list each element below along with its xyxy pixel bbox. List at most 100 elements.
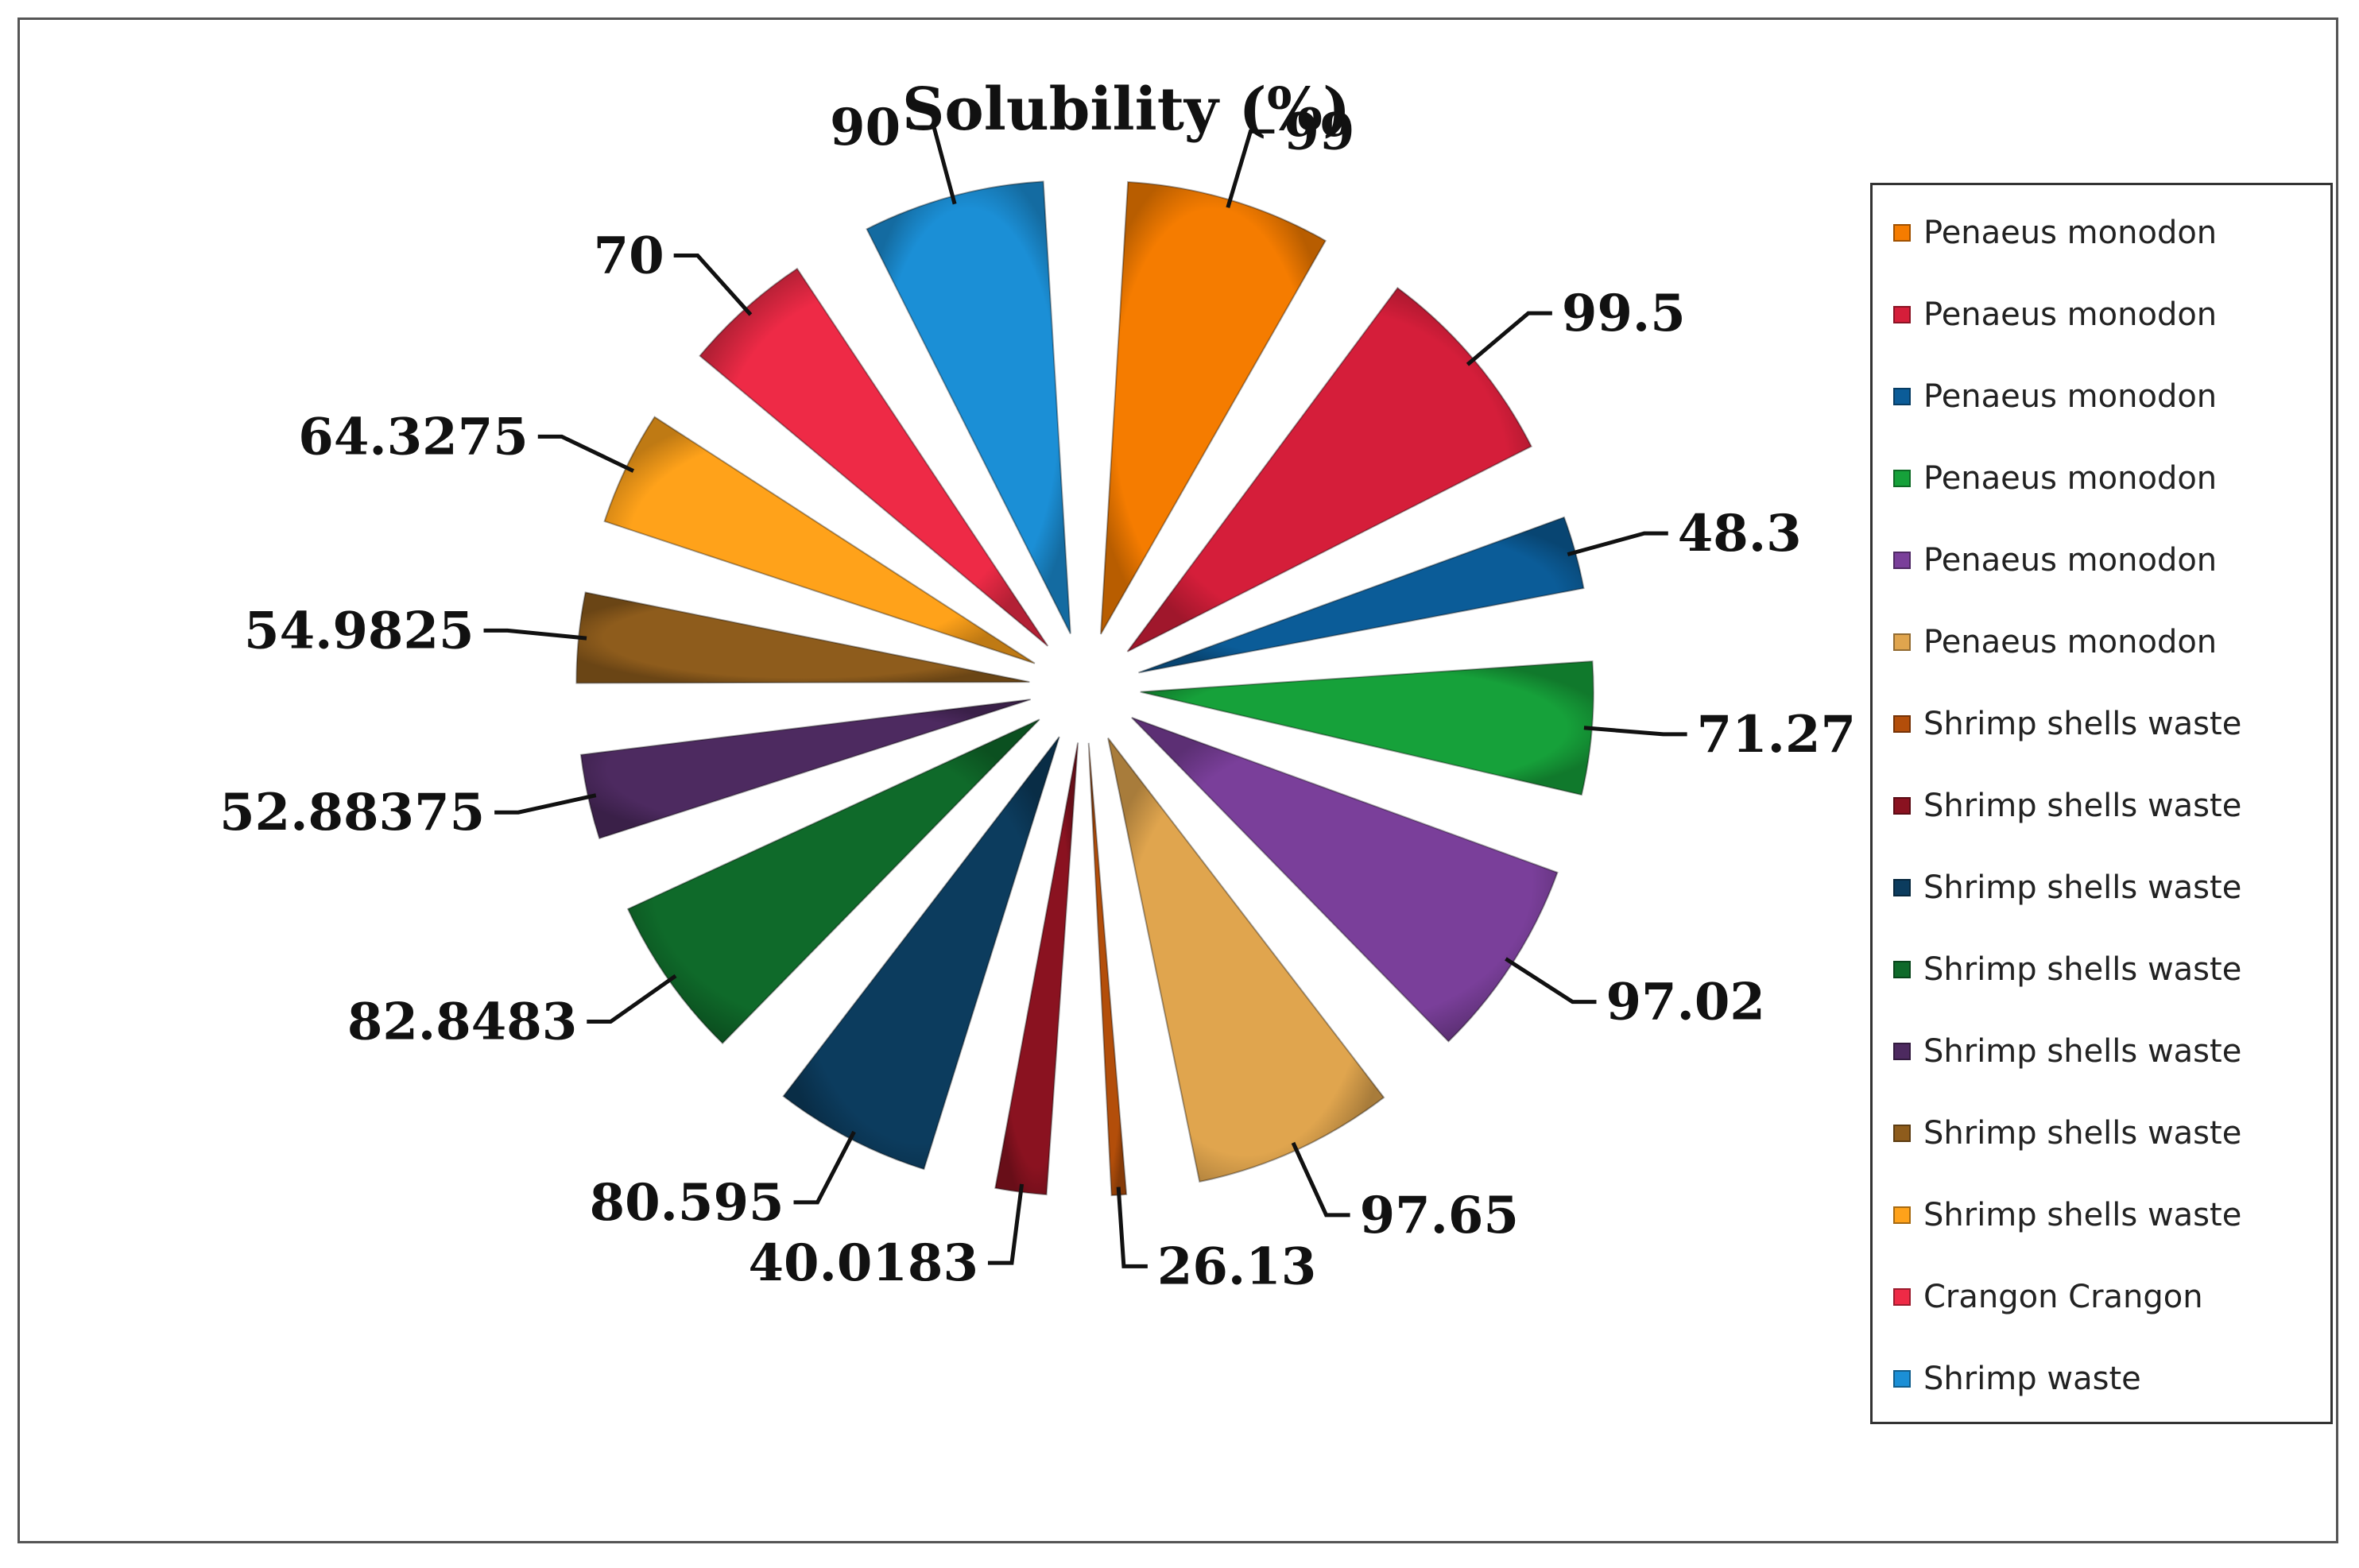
legend-swatch [1893,224,1911,242]
legend-item: Shrimp shells waste [1893,782,2241,830]
data-label: 97.65 [1360,1186,1519,1245]
data-label: 80.595 [590,1173,784,1233]
leader-line [1466,311,1552,366]
legend-swatch [1893,961,1911,978]
legend-swatch [1893,879,1911,896]
data-label: 52.88375 [219,783,485,842]
pie-slice-shading [995,742,1079,1195]
leader-line [673,253,753,316]
pie-slice-shading [576,592,1030,683]
legend-label: Shrimp shells waste [1923,951,2242,988]
legend: Penaeus monodon Penaeus monodon Penaeus mo… [1870,183,2333,1424]
legend-swatch [1893,1370,1911,1388]
leader-line [1226,129,1275,208]
pie-slice-shading [783,737,1059,1170]
legend-item: Penaeus monodon [1893,373,2217,420]
legend-label: Penaeus monodon [1923,215,2218,251]
legend-item: Penaeus monodon [1893,291,2217,339]
pie-slice-group [1107,738,1385,1183]
chart-title: Solubility (%) [901,75,1351,144]
pie-slice-shading [1100,181,1326,634]
legend-item: Penaeus monodon [1893,209,2217,257]
data-label: 54.9825 [244,601,474,660]
legend-label: Shrimp shells waste [1923,788,2242,824]
legend-swatch [1893,1288,1911,1306]
pie-chart: 99 99.5 48.3 71.27 97.02 97.65 26.13 40.018380.… [219,98,1856,1296]
legend-item: Shrimp shells waste [1893,864,2241,912]
legend-label: Penaeus monodon [1923,542,2218,579]
data-label: 82.8483 [347,993,577,1052]
legend-item: Shrimp shells waste [1893,946,2241,993]
leader-line [987,1183,1025,1265]
leader-line [1116,1187,1148,1268]
pie-slice-shading [1088,742,1127,1196]
pie-slice-group [1099,180,1327,635]
data-label: 26.13 [1157,1237,1316,1296]
legend-item: Shrimp shells waste [1893,700,2241,748]
data-labels: 99 99.5 48.3 71.27 97.02 97.65 26.13 40.018380.… [219,98,1856,1296]
legend-swatch [1893,1206,1911,1224]
legend-label: Shrimp shells waste [1923,1115,2242,1152]
pie-slice-shading [580,699,1031,838]
legend-label: Shrimp shells waste [1923,1033,2242,1070]
data-label: 48.3 [1678,504,1802,563]
leader-line [1291,1141,1350,1218]
leader-line [483,628,587,641]
pie-slice-shading [1138,517,1584,673]
legend-item: Penaeus monodon [1893,536,2217,584]
leader-line [537,434,635,473]
legend-swatch [1893,1043,1911,1060]
data-label: 99 [1284,102,1354,161]
legend-swatch [1893,1125,1911,1142]
pie-slice-shading [866,181,1071,634]
legend-swatch [1893,797,1911,815]
legend-item: Shrimp waste [1893,1355,2141,1403]
leader-line [1567,531,1668,557]
legend-item: Shrimp shells waste [1893,1109,2241,1157]
legend-label: Shrimp shells waste [1923,706,2242,742]
pie-slice-group [1087,742,1128,1197]
data-label: 64.3275 [298,407,528,467]
leader-line [1505,957,1597,1005]
chart-frame: Solubility (%) 99 99.5 48.3 71.27 97.02 97.65… [17,17,2338,1543]
legend-label: Penaeus monodon [1923,296,2218,333]
legend-swatch [1893,552,1911,569]
pie-slice-shading [699,269,1048,646]
legend-label: Penaeus monodon [1923,460,2218,497]
data-label: 71.27 [1697,705,1856,765]
pie-slice-shading [1140,661,1594,796]
data-label: 70 [594,226,664,285]
pie-slice-shading [1108,738,1385,1182]
legend-label: Shrimp waste [1923,1361,2141,1397]
leader-line [587,974,677,1024]
legend-label: Shrimp shells waste [1923,1197,2242,1233]
legend-swatch [1893,306,1911,323]
pie-slice-shading [1127,288,1532,652]
legend-swatch [1893,715,1911,733]
pie-slice-shading [1131,717,1558,1042]
legend-swatch [1893,388,1911,405]
legend-item: Crangon Crangon [1893,1273,2203,1321]
legend-label: Penaeus monodon [1923,624,2218,660]
leader-line [910,125,957,205]
legend-swatch [1893,470,1911,487]
pie-slice-shading [604,416,1035,664]
legend-item: Penaeus monodon [1893,455,2217,502]
pie-slice-shading [628,719,1040,1043]
legend-item: Shrimp shells waste [1893,1191,2241,1239]
leader-line [494,793,597,815]
data-label: 99.5 [1562,284,1686,343]
legend-label: Crangon Crangon [1923,1279,2203,1315]
leader-line [1583,726,1687,737]
pie-slice-group [575,591,1030,684]
pie-slices [575,180,1594,1197]
data-label: 40.0183 [749,1233,978,1293]
legend-label: Penaeus monodon [1923,378,2218,415]
data-label: 90 [830,98,901,157]
pie-slice-group [1140,660,1594,796]
leader-line [793,1130,856,1205]
legend-item: Penaeus monodon [1893,618,2217,666]
legend-swatch [1893,633,1911,651]
data-label: 97.02 [1606,973,1765,1032]
legend-item: Shrimp shells waste [1893,1028,2241,1075]
